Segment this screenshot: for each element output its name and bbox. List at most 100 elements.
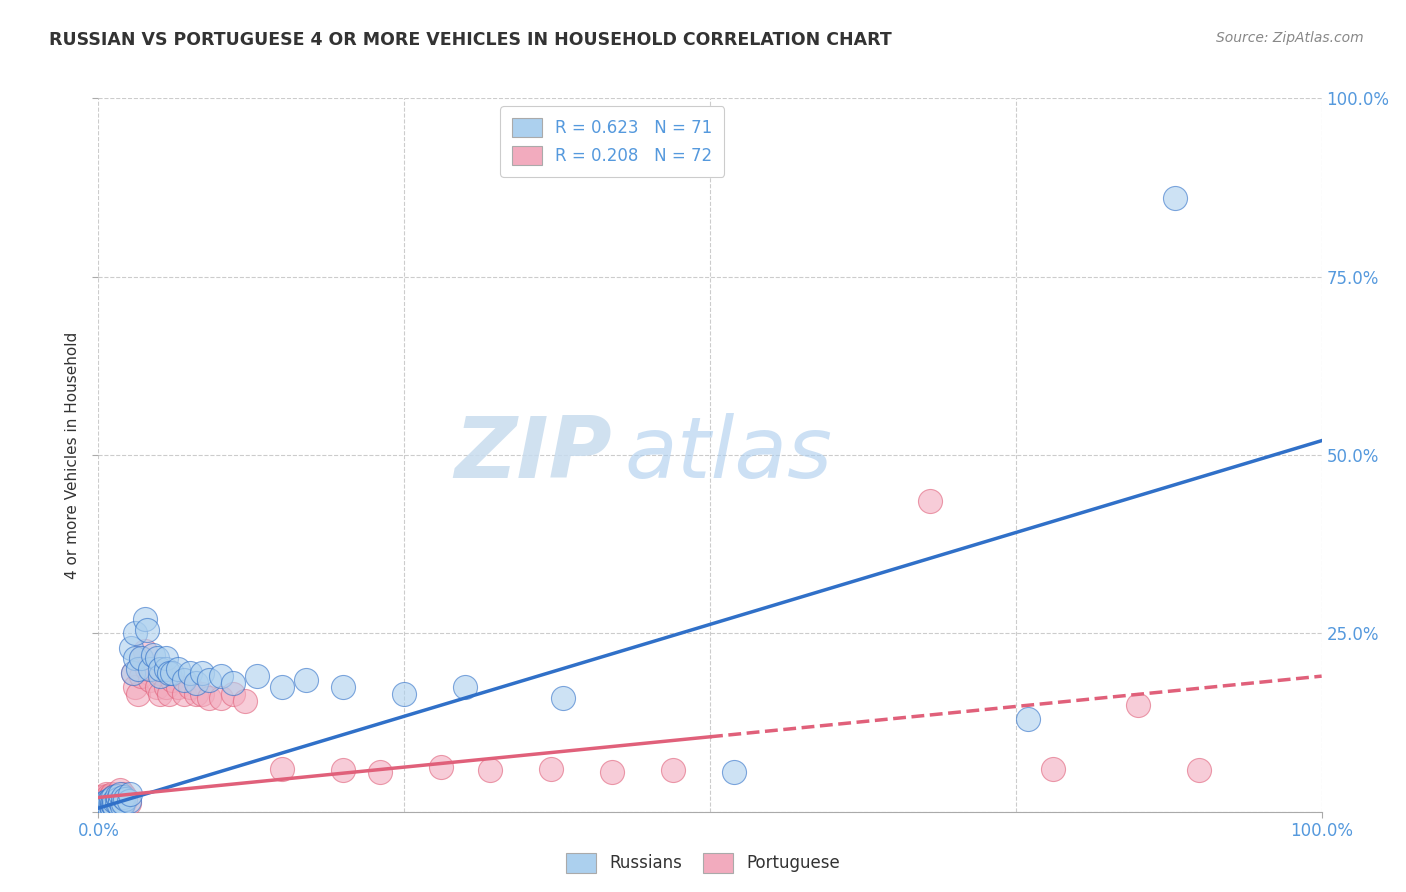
Point [103, 799, 125, 814]
Point [155, 680, 177, 694]
Point [101, 797, 124, 812]
Point [160, 665, 183, 680]
Point [110, 783, 132, 797]
Point [186, 687, 208, 701]
Point [127, 662, 149, 676]
Point [553, 690, 575, 705]
Point [179, 680, 201, 694]
Point [90, 801, 112, 815]
Point [93, 803, 115, 817]
Y-axis label: 4 or more Vehicles in Household: 4 or more Vehicles in Household [65, 331, 80, 579]
Point [118, 796, 141, 810]
Point [124, 626, 146, 640]
Point [392, 687, 416, 701]
Point [167, 680, 190, 694]
Point [114, 794, 136, 808]
Point [149, 662, 172, 676]
Point [142, 648, 165, 662]
Point [662, 764, 685, 778]
Point [96, 799, 118, 814]
Point [157, 665, 180, 680]
Point [136, 662, 159, 676]
Point [222, 676, 245, 690]
Point [222, 687, 245, 701]
Point [120, 787, 142, 801]
Point [103, 794, 125, 808]
Point [157, 687, 180, 701]
Point [101, 796, 124, 810]
Point [101, 787, 124, 801]
Text: RUSSIAN VS PORTUGUESE 4 OR MORE VEHICLES IN HOUSEHOLD CORRELATION CHART: RUSSIAN VS PORTUGUESE 4 OR MORE VEHICLES… [49, 31, 891, 49]
Point [430, 760, 453, 774]
Point [114, 790, 136, 805]
Text: atlas: atlas [624, 413, 832, 497]
Point [167, 662, 190, 676]
Point [101, 792, 124, 806]
Point [110, 787, 132, 801]
Point [105, 792, 128, 806]
Point [111, 787, 134, 801]
Point [93, 799, 115, 814]
Point [94, 801, 117, 815]
Point [1164, 191, 1187, 205]
Point [100, 799, 122, 814]
Point [139, 673, 162, 687]
Point [173, 673, 195, 687]
Point [111, 792, 134, 806]
Point [121, 665, 143, 680]
Point [93, 794, 115, 808]
Point [368, 765, 391, 780]
Point [142, 662, 165, 676]
Point [191, 687, 214, 701]
Point [108, 790, 131, 805]
Point [101, 801, 124, 815]
Point [478, 764, 501, 778]
Point [103, 794, 125, 808]
Point [97, 801, 120, 815]
Text: ZIP: ZIP [454, 413, 612, 497]
Point [98, 794, 121, 808]
Point [101, 790, 124, 805]
Point [94, 796, 117, 810]
Point [155, 651, 177, 665]
Point [134, 644, 156, 658]
Point [1128, 698, 1150, 712]
Point [124, 680, 146, 694]
Point [136, 623, 159, 637]
Point [149, 669, 172, 683]
Point [90, 790, 112, 805]
Point [1017, 712, 1039, 726]
Point [103, 789, 125, 803]
Point [114, 792, 136, 806]
Point [98, 792, 121, 806]
Point [146, 680, 169, 694]
Point [134, 612, 156, 626]
Point [332, 680, 354, 694]
Point [111, 794, 134, 808]
Point [155, 662, 177, 676]
Point [96, 794, 118, 808]
Point [121, 665, 143, 680]
Point [108, 797, 131, 812]
Point [149, 687, 172, 701]
Point [146, 651, 169, 665]
Point [91, 792, 114, 806]
Point [233, 694, 256, 708]
Point [110, 790, 132, 805]
Point [100, 794, 122, 808]
Point [101, 790, 124, 805]
Point [197, 690, 219, 705]
Point [105, 789, 128, 803]
Point [1042, 762, 1064, 776]
Point [124, 651, 146, 665]
Point [270, 680, 294, 694]
Point [270, 762, 294, 776]
Point [100, 792, 122, 806]
Point [91, 799, 114, 814]
Point [91, 801, 114, 815]
Point [111, 796, 134, 810]
Point [723, 765, 745, 780]
Point [209, 690, 232, 705]
Point [139, 662, 162, 676]
Point [91, 797, 114, 812]
